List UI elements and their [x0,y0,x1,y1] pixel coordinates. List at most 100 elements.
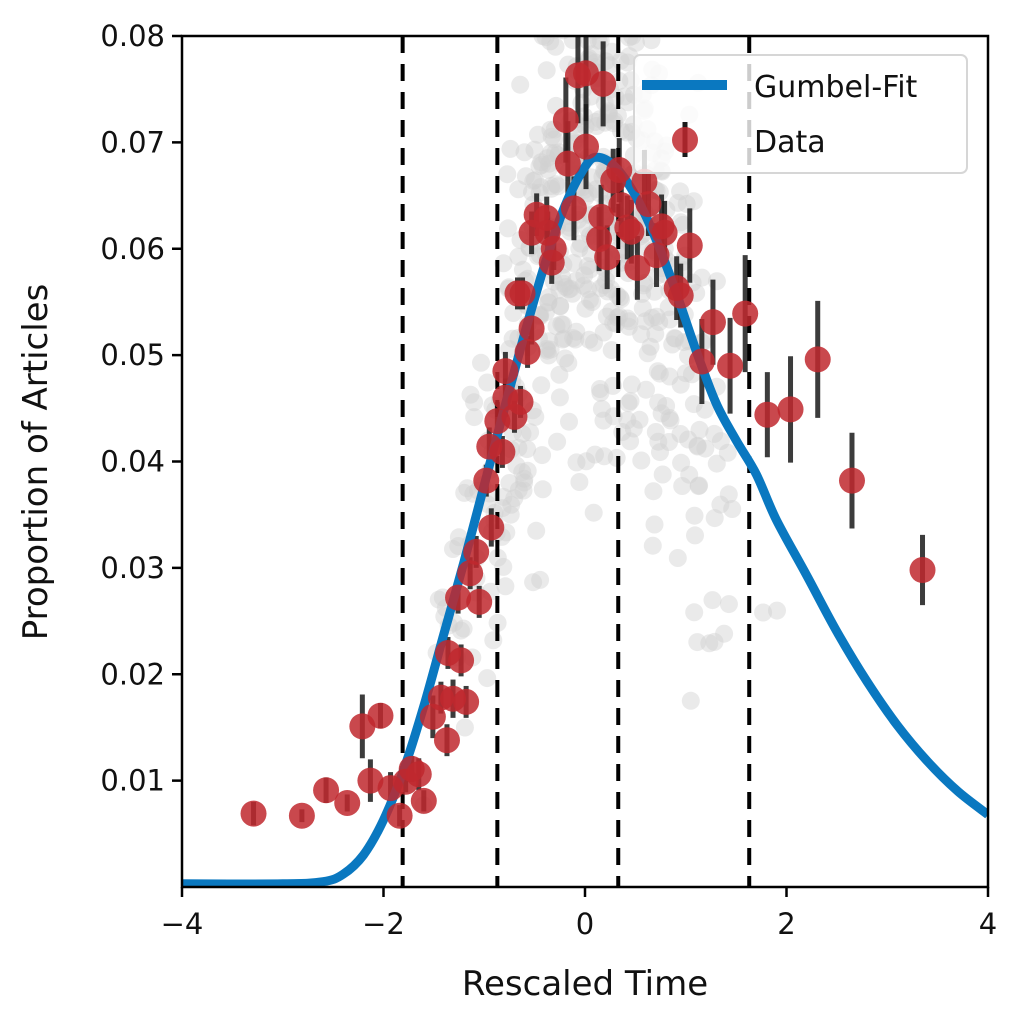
background-point [567,322,586,341]
data-point [492,358,519,385]
data-point [732,300,759,327]
data-point [606,157,633,184]
background-point [660,409,679,427]
background-point [542,127,561,146]
data-point [514,338,541,365]
background-point [649,393,668,412]
background-point [578,257,597,276]
y-tick-label: 0.07 [100,125,165,159]
background-point [665,329,684,348]
background-point [538,341,557,360]
background-point [554,315,573,334]
background-point [542,144,560,162]
legend: Gumbel-Fit Data [633,54,968,174]
data-points [240,60,936,829]
background-point [671,375,690,394]
background-point [643,308,662,327]
background-point [561,279,580,298]
background-point [532,376,551,395]
data-point [594,244,621,271]
background-point [532,153,551,172]
background-point [711,495,730,514]
background-point [621,392,640,411]
data-point [590,70,617,97]
background-point [703,591,722,610]
data-point [699,309,726,336]
background-point [529,125,547,144]
background-point [768,601,786,620]
legend-data-swatch [672,127,698,153]
background-point [646,423,665,441]
background-point [574,276,593,295]
y-tick-label: 0.05 [100,338,165,372]
data-point [676,232,703,259]
background-point [636,312,655,331]
data-point [588,203,615,230]
background-point [472,353,490,372]
data-point [386,802,413,829]
background-point [711,432,730,451]
background-point [521,423,540,442]
y-axis-label: Proportion of Articles [16,284,56,641]
data-point [618,218,645,245]
background-point [671,425,690,443]
background-point [461,385,480,404]
x-axis-label: Rescaled Time [462,964,708,1004]
background-point [620,36,639,47]
background-point [515,469,534,488]
background-point [502,495,521,514]
data-point [838,467,865,494]
background-point [536,36,555,47]
background-point [555,329,573,348]
background-point [707,454,726,473]
background-point [579,280,597,299]
background-point [511,75,530,94]
background-point [554,274,573,293]
background-point [618,309,637,328]
data-point [909,557,936,584]
background-point [539,346,558,365]
background-point [633,299,652,318]
background-point [537,61,556,80]
background-point [488,548,507,567]
background-point [688,633,707,652]
background-point [580,260,599,279]
background-point [540,332,559,351]
background-point [608,106,627,125]
background-point [618,411,637,430]
background-point [515,143,534,162]
data-point [288,802,315,829]
background-point [550,365,569,384]
y-tick-label: 0.08 [100,19,165,53]
background-point [531,178,550,197]
background-point [624,419,643,438]
background-point [566,330,585,349]
background-point [538,149,557,168]
background-point [688,436,707,455]
background-point [645,515,664,534]
background-point [542,179,561,198]
background-point [594,411,613,430]
background-point [642,36,661,50]
background-point [692,268,711,287]
data-point [473,467,500,494]
x-tick-label: 2 [777,907,795,941]
data-point [410,787,437,814]
y-axis: 0.01 0.02 0.03 0.04 0.05 0.06 0.07 0.08 [100,19,182,798]
data-point [457,560,484,587]
background-point [583,293,602,311]
data-point [608,192,635,219]
background-point [570,473,589,491]
background-point [478,669,497,688]
background-point [602,341,621,360]
background-point [524,171,543,190]
background-point [630,410,649,429]
background-point [661,411,680,430]
data-point [631,168,658,195]
gumbel-fit-line [182,152,988,887]
data-point [651,219,678,246]
background-point [551,297,570,316]
data-point [560,195,587,222]
background-point [429,590,448,609]
